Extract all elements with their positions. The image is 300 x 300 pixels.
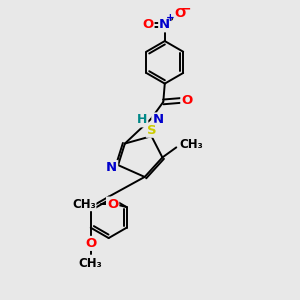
Text: O: O <box>142 18 154 31</box>
Text: +: + <box>166 13 175 23</box>
Text: N: N <box>106 161 117 174</box>
Text: −: − <box>181 3 192 16</box>
Text: O: O <box>107 198 118 211</box>
Text: CH₃: CH₃ <box>79 257 103 270</box>
Text: N: N <box>159 18 170 31</box>
Text: H: H <box>137 113 147 126</box>
Text: CH₃: CH₃ <box>180 138 204 151</box>
Text: S: S <box>147 124 156 137</box>
Text: O: O <box>174 7 185 20</box>
Text: CH₃: CH₃ <box>72 198 96 211</box>
Text: N: N <box>152 113 164 126</box>
Text: O: O <box>85 237 96 250</box>
Text: O: O <box>181 94 193 107</box>
